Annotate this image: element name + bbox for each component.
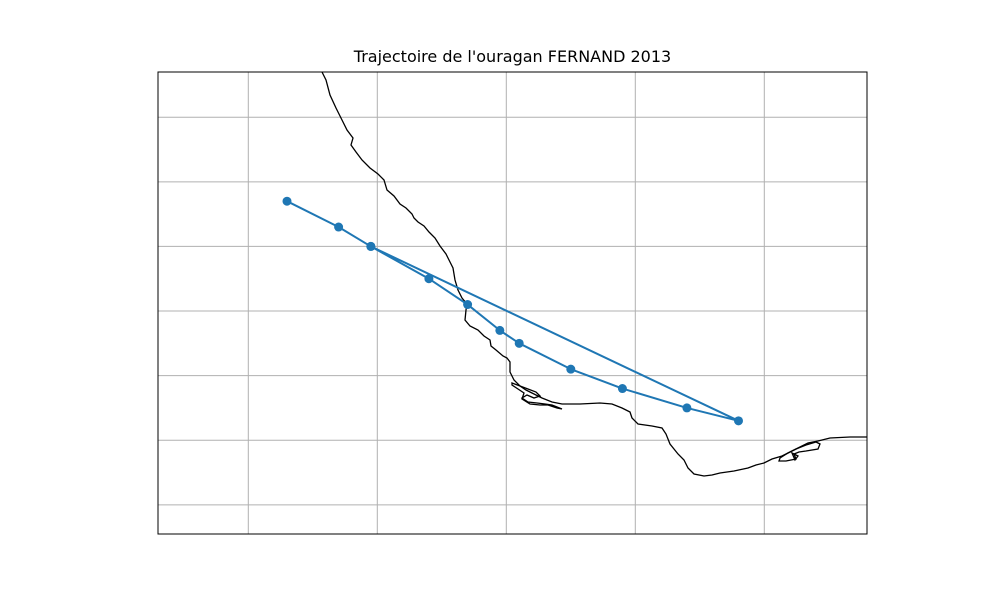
track-point-6 bbox=[514, 338, 524, 348]
coastline bbox=[321, 71, 867, 477]
track-point-5 bbox=[495, 325, 505, 335]
track-point-1 bbox=[334, 222, 344, 232]
track-point-3 bbox=[424, 274, 434, 284]
map-frame bbox=[157, 71, 868, 535]
track-point-4 bbox=[463, 300, 473, 310]
coastline-island bbox=[778, 441, 821, 462]
map-gridlines bbox=[158, 72, 867, 534]
track-point-8 bbox=[617, 384, 627, 394]
map-title: Trajectoire de l'ouragan FERNAND 2013 bbox=[353, 47, 672, 66]
track-point-9 bbox=[682, 403, 692, 413]
track-point-11 bbox=[366, 241, 376, 251]
track-point-10 bbox=[734, 416, 743, 426]
coastline-lagoon bbox=[511, 382, 563, 410]
track-point-0 bbox=[282, 196, 292, 206]
track-line bbox=[286, 200, 740, 422]
track-point-7 bbox=[566, 364, 576, 374]
hurricane-track bbox=[282, 196, 743, 426]
